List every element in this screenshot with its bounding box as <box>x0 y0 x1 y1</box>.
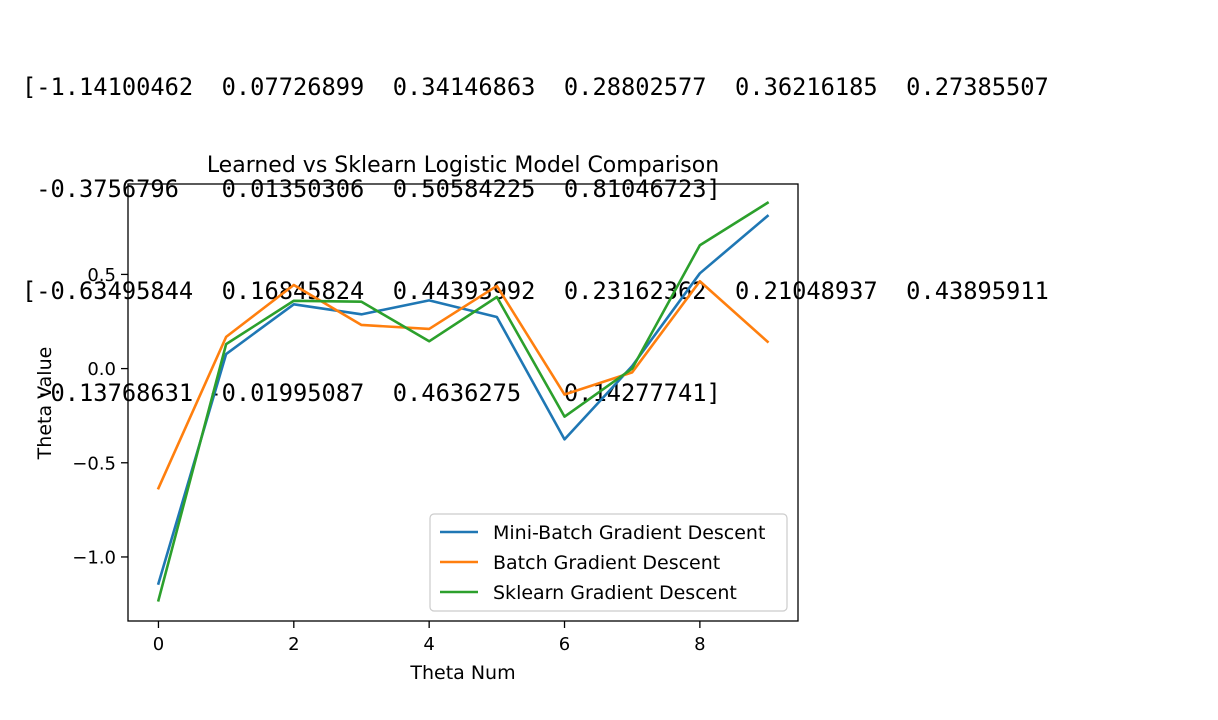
legend-label-2: Batch Gradient Descent <box>493 552 720 574</box>
chart-legend: Mini-Batch Gradient Descent Batch Gradien… <box>429 513 788 612</box>
printed-output: [-1.14100462 0.07726899 0.34146863 0.288… <box>22 2 1049 444</box>
y-tick-label: 0.0 <box>87 359 116 380</box>
x-tick-label: 2 <box>288 634 299 655</box>
y-tick-label: −0.5 <box>72 453 116 474</box>
chart-title: Learned vs Sklearn Logistic Model Compar… <box>207 153 719 178</box>
series-line-2 <box>156 279 770 490</box>
output-line-1: [-1.14100462 0.07726899 0.34146863 0.288… <box>22 73 1049 101</box>
y-tick-label: 0.5 <box>87 265 116 286</box>
series-line-3 <box>156 201 770 602</box>
legend-label-1: Mini-Batch Gradient Descent <box>493 522 765 544</box>
output-line-4: -0.13768631 -0.01995087 0.4636275 0.1427… <box>22 379 721 407</box>
output-line-2: -0.3756796 0.01350306 0.50584225 0.81046… <box>22 175 721 203</box>
y-axis-label: Theta Value <box>34 347 56 461</box>
x-tick-label: 6 <box>559 634 570 655</box>
legend-box <box>429 513 788 612</box>
plot-lines <box>156 201 770 602</box>
y-axis: −1.0 −0.5 0.0 0.5 <box>72 265 128 568</box>
x-tick-label: 4 <box>423 634 434 655</box>
y-tick-label: −1.0 <box>72 547 116 568</box>
output-line-3: [-0.63495844 0.16845824 0.44393992 0.231… <box>22 277 1049 305</box>
x-axis: 0 2 4 6 8 <box>153 621 706 655</box>
legend-label-3: Sklearn Gradient Descent <box>493 582 737 604</box>
x-tick-label: 8 <box>694 634 705 655</box>
plot-frame <box>127 183 799 622</box>
x-tick-label: 0 <box>153 634 164 655</box>
x-axis-label: Theta Num <box>409 662 515 684</box>
